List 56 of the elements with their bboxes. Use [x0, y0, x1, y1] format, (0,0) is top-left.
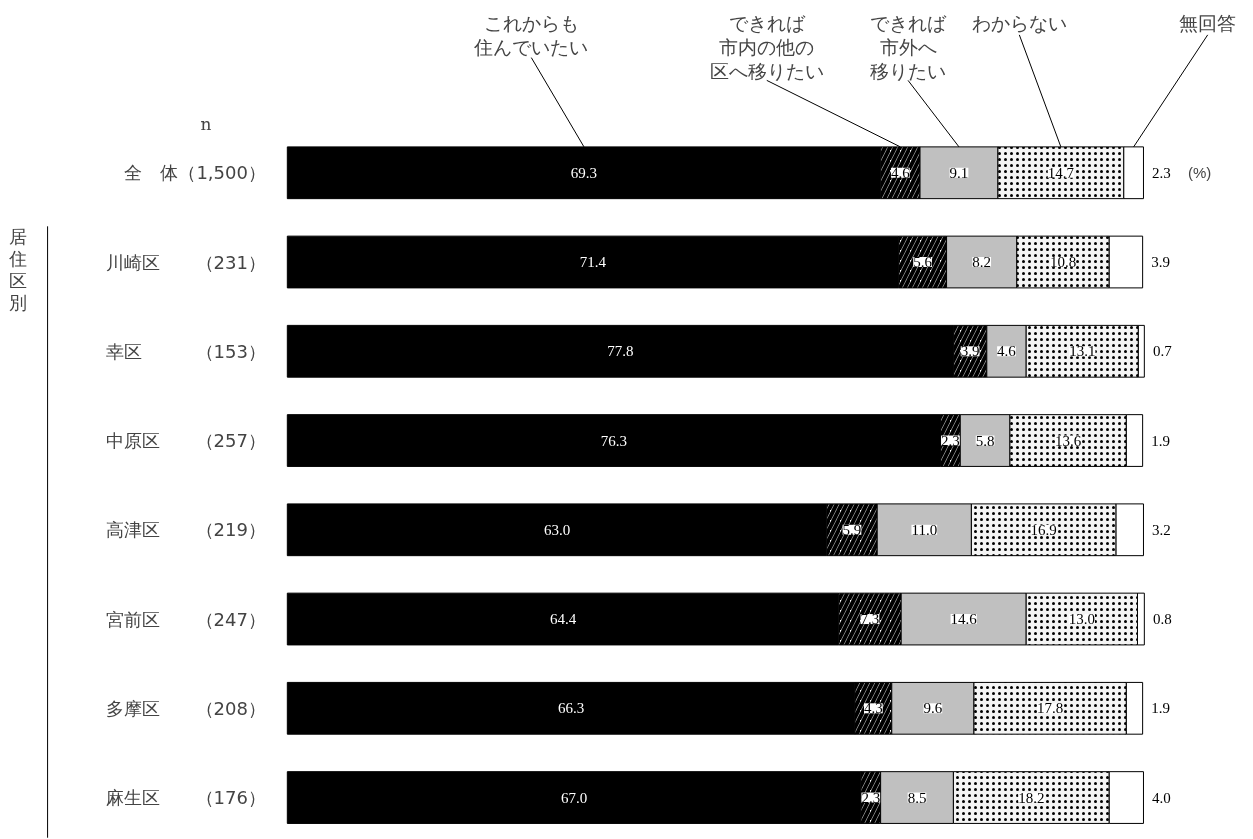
- data-label: 66.3: [558, 700, 585, 717]
- data-label: 11.0: [911, 521, 938, 538]
- y-tick-label: 高津区 （219）: [105, 519, 266, 541]
- data-label: 63.0: [543, 521, 571, 538]
- y-tick-label: 全 体（1,500）: [124, 162, 266, 184]
- data-label: 64.4: [549, 611, 577, 628]
- data-label: 13.6: [1055, 432, 1082, 449]
- data-label: 67.0: [561, 789, 588, 806]
- data-label: 1.9: [1151, 432, 1170, 449]
- data-label: 9.6: [923, 700, 943, 717]
- text: できれば市内の他の区へ移りたい: [709, 12, 824, 83]
- y-tick-label: 幸区 （153）: [105, 340, 266, 362]
- data-label: 18.2: [1018, 789, 1045, 806]
- data-label: 7.3: [860, 611, 880, 628]
- y-tick-label: 中原区 （257）: [105, 430, 266, 452]
- data-label: 14.6: [950, 611, 978, 628]
- data-label: 77.8: [607, 343, 634, 360]
- data-label: 3.9: [1151, 254, 1170, 271]
- data-label: 10.8: [1049, 254, 1077, 271]
- data-label: 76.3: [600, 432, 628, 449]
- data-label: 3.2: [1152, 521, 1171, 538]
- data-label: 13.1: [1069, 343, 1096, 360]
- data-label: 5.9: [842, 521, 862, 538]
- text: 居住区別: [8, 226, 28, 314]
- data-label: 1.9: [1151, 700, 1170, 717]
- data-label: 2.3: [1152, 164, 1171, 181]
- data-label: 13.0: [1068, 611, 1095, 628]
- y-tick-label: 宮前区 （247）: [105, 608, 266, 630]
- text: わからない: [971, 12, 1067, 35]
- data-label: 0.8: [1152, 611, 1172, 628]
- y-tick-label: 多摩区 （208）: [105, 697, 266, 719]
- text: n: [200, 113, 212, 134]
- data-label: 0.7: [1152, 343, 1173, 360]
- data-label: 8.2: [972, 254, 992, 271]
- data-label: 5.8: [975, 432, 995, 449]
- data-label: 16.9: [1030, 521, 1057, 538]
- data-label: 4.6: [997, 343, 1017, 360]
- text: これからも住んでいたい: [473, 12, 589, 59]
- data-label: 2.3: [941, 432, 960, 449]
- data-label: 3.9: [960, 343, 980, 360]
- data-label: 71.4: [579, 254, 607, 271]
- data-label: 17.8: [1037, 700, 1064, 717]
- data-label: 5.6: [913, 254, 933, 271]
- text: できれば市外へ移りたい: [870, 12, 948, 83]
- data-label: 4.6: [890, 164, 911, 181]
- data-label: 8.5: [907, 789, 927, 806]
- data-label: 9.1: [949, 164, 969, 181]
- data-label: 4.3: [863, 700, 883, 717]
- data-label: 14.7: [1047, 164, 1075, 181]
- text: (%): [1188, 164, 1212, 182]
- y-tick-label: 川崎区 （231）: [105, 251, 266, 273]
- data-label: 4.0: [1152, 789, 1171, 806]
- text: 無回答: [1179, 12, 1237, 35]
- y-tick-label: 麻生区 （176）: [105, 787, 266, 809]
- data-label: 2.3: [861, 789, 881, 806]
- data-label: 69.3: [570, 164, 598, 181]
